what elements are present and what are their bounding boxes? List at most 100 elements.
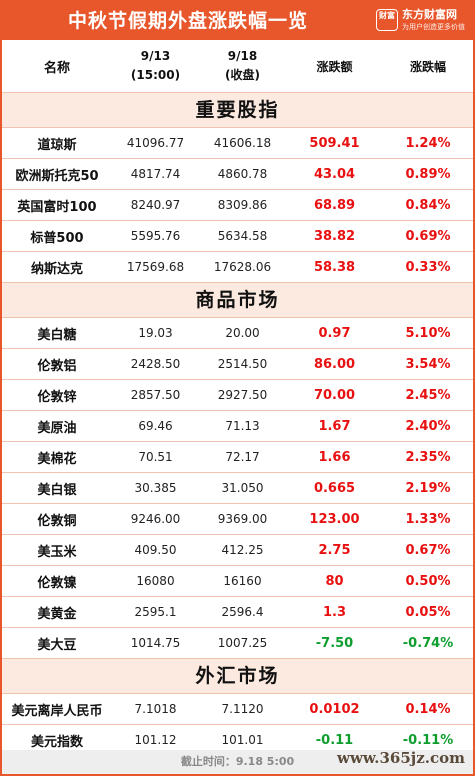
cell-change-pct: 2.35% (405, 449, 451, 465)
cell-change-pct: 0.14% (405, 701, 451, 717)
col-header-name: 名称 (43, 60, 70, 76)
cell-change-pct: 1.33% (405, 511, 451, 527)
table-row: 伦敦镍 16080 16160 80 0.50% (2, 566, 473, 597)
cell-name: 美黄金 (37, 606, 77, 622)
cell-value-date1: 9246.00 (130, 512, 181, 526)
cell-change-pct: 0.89% (405, 166, 451, 182)
cell-value-date1: 8240.97 (130, 198, 181, 212)
cell-change: 80 (325, 573, 344, 589)
cell-change-pct: 0.84% (405, 197, 451, 213)
cell-value-date1: 30.385 (134, 481, 177, 495)
col-header-date1: 9/13 (15:00) (112, 47, 199, 85)
cell-value-date1: 1014.75 (130, 636, 181, 650)
table-row: 美白银 30.385 31.050 0.665 2.19% (2, 473, 473, 504)
cell-name: 伦敦镍 (37, 575, 77, 591)
cell-name: 美元指数 (30, 734, 83, 750)
cell-value-date2: 16160 (223, 574, 262, 588)
table-row: 美黄金 2595.1 2596.4 1.3 0.05% (2, 597, 473, 628)
cell-value-date1: 2857.50 (130, 388, 181, 402)
cell-change: 1.67 (318, 418, 351, 434)
table-row: 美棉花 70.51 72.17 1.66 2.35% (2, 442, 473, 473)
page-title: 中秋节假期外盘涨跌幅一览 (67, 10, 308, 32)
cell-name: 纳斯达克 (30, 261, 83, 277)
cell-value-date2: 1007.25 (217, 636, 268, 650)
cell-change-pct: -0.11% (402, 732, 454, 748)
cell-change: 1.3 (322, 604, 347, 620)
cell-value-date2: 412.25 (221, 543, 264, 557)
cell-change-pct: 2.19% (405, 480, 451, 496)
cutoff-time: 截止时间：9.18 5:00 (180, 755, 295, 768)
cell-change-pct: 3.54% (405, 356, 451, 372)
watermark: www.365jz.com (337, 749, 465, 767)
col-header-date1-note: (15:00) (130, 68, 181, 82)
cell-name: 美白糖 (37, 327, 77, 343)
cell-value-date1: 7.1018 (134, 702, 177, 716)
cell-change: 0.0102 (309, 701, 360, 717)
cell-name: 美玉米 (37, 544, 77, 560)
cell-change: 509.41 (309, 135, 360, 151)
cell-value-date1: 2428.50 (130, 357, 181, 371)
cell-change-pct: 0.50% (405, 573, 451, 589)
table-row: 伦敦铝 2428.50 2514.50 86.00 3.54% (2, 349, 473, 380)
cell-name: 伦敦铜 (37, 513, 77, 529)
cell-value-date1: 409.50 (134, 543, 177, 557)
cell-value-date2: 9369.00 (217, 512, 268, 526)
cell-change: 1.66 (318, 449, 351, 465)
table-row: 美大豆 1014.75 1007.25 -7.50 -0.74% (2, 628, 473, 659)
cell-change: 58.38 (313, 259, 356, 275)
cell-value-date2: 2514.50 (217, 357, 268, 371)
section-header: 商品市场 (2, 283, 473, 318)
footer: 截止时间：9.18 5:00 www.365jz.com (2, 749, 473, 774)
col-header-date2-date: 9/18 (227, 49, 258, 63)
cell-change: -0.11 (315, 732, 354, 748)
cell-value-date2: 20.00 (225, 326, 260, 340)
cell-name: 美白银 (37, 482, 77, 498)
cell-value-date1: 16080 (136, 574, 175, 588)
cell-change-pct: 0.33% (405, 259, 451, 275)
cell-change-pct: -0.74% (402, 635, 454, 651)
cell-value-date2: 8309.86 (217, 198, 268, 212)
cell-value-date1: 101.12 (134, 733, 177, 747)
cell-change-pct: 1.24% (405, 135, 451, 151)
cell-change: 38.82 (313, 228, 356, 244)
cell-value-date2: 2596.4 (221, 605, 264, 619)
cell-value-date2: 101.01 (221, 733, 264, 747)
table-row: 欧洲斯托克50 4817.74 4860.78 43.04 0.89% (2, 159, 473, 190)
table-row: 美原油 69.46 71.13 1.67 2.40% (2, 411, 473, 442)
cell-name: 标普500 (30, 230, 84, 246)
cell-change: 68.89 (313, 197, 356, 213)
column-header-row: 名称 9/13 (15:00) 9/18 (收盘) 涨跌额 涨跌幅 (2, 40, 473, 93)
cell-value-date1: 41096.77 (126, 136, 185, 150)
cell-change: 43.04 (313, 166, 356, 182)
cell-value-date2: 7.1120 (221, 702, 264, 716)
brand-logo: 财富 东方财富网 为用户创造更多价值 (376, 8, 465, 32)
cell-value-date1: 19.03 (138, 326, 173, 340)
brand-name: 东方财富网 (402, 8, 457, 21)
cell-change-pct: 0.69% (405, 228, 451, 244)
cell-value-date1: 5595.76 (130, 229, 181, 243)
cell-change: 0.665 (313, 480, 356, 496)
cell-value-date2: 71.13 (225, 419, 260, 433)
cell-value-date2: 4860.78 (217, 167, 268, 181)
table-row: 伦敦锌 2857.50 2927.50 70.00 2.45% (2, 380, 473, 411)
table-row: 伦敦铜 9246.00 9369.00 123.00 1.33% (2, 504, 473, 535)
cell-name: 美棉花 (37, 451, 77, 467)
cell-change: -7.50 (315, 635, 354, 651)
cell-name: 英国富时100 (17, 199, 97, 215)
cell-value-date1: 69.46 (138, 419, 173, 433)
cell-change: 123.00 (309, 511, 360, 527)
cell-change: 70.00 (313, 387, 356, 403)
table-row: 标普500 5595.76 5634.58 38.82 0.69% (2, 221, 473, 252)
table-row: 美元离岸人民币 7.1018 7.1120 0.0102 0.14% (2, 694, 473, 725)
col-header-date2-note: (收盘) (225, 68, 260, 82)
col-header-date1-date: 9/13 (140, 49, 171, 63)
cell-change-pct: 0.67% (405, 542, 451, 558)
brand-logo-icon: 财富 (376, 9, 398, 31)
cell-name: 美原油 (37, 420, 77, 436)
table-body: 重要股指 道琼斯 41096.77 41606.18 509.41 1.24% 欧洲斯托克5… (2, 93, 473, 756)
table-row: 美玉米 409.50 412.25 2.75 0.67% (2, 535, 473, 566)
section-header: 外汇市场 (2, 659, 473, 694)
col-header-date2: 9/18 (收盘) (199, 47, 286, 85)
section-header: 重要股指 (2, 93, 473, 128)
